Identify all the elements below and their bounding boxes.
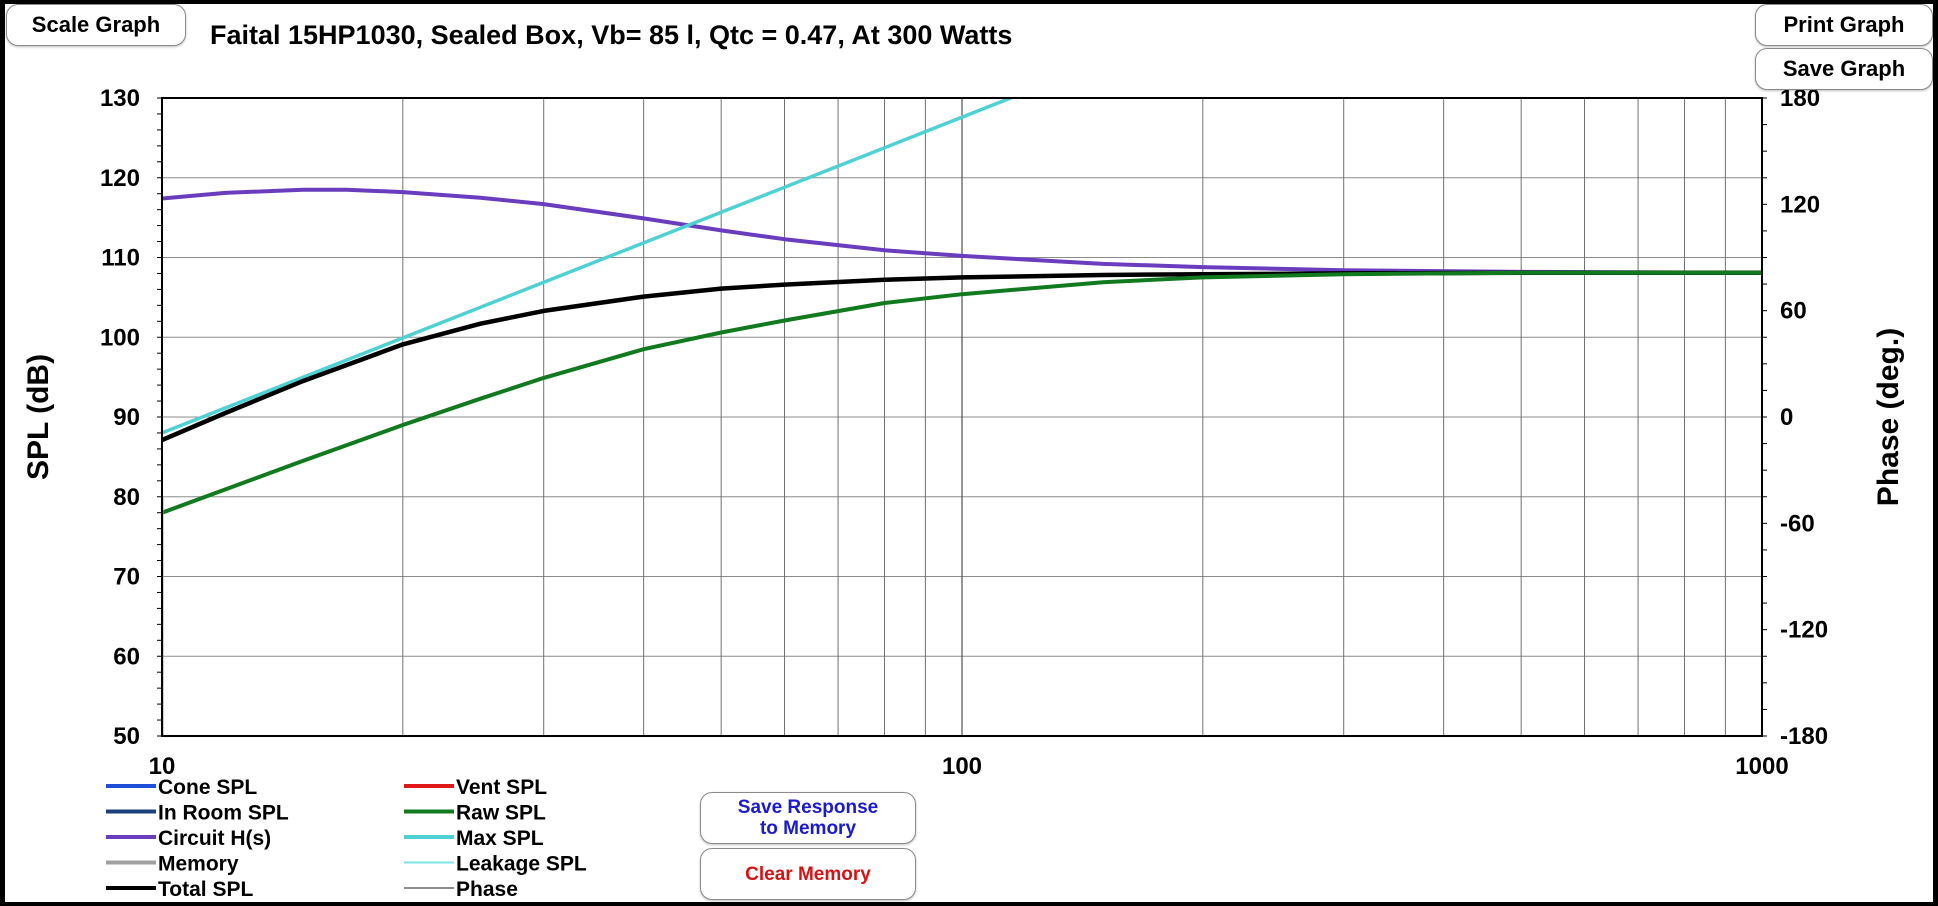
save-response-label-line1: Save Response (737, 797, 879, 818)
y-tick-label: 70 (113, 564, 140, 591)
save-graph-button[interactable]: Save Graph (1755, 48, 1933, 90)
legend-label-memory: Memory (158, 853, 239, 876)
y2-tick-label: -60 (1780, 510, 1815, 537)
legend-label-circuit-h-s: Circuit H(s) (158, 827, 271, 850)
legend-label-total-spl: Total SPL (158, 878, 253, 901)
y2-tick-label: 60 (1780, 298, 1807, 325)
y-tick-label: 60 (113, 643, 140, 670)
y-axis-label: SPL (dB) (22, 354, 55, 480)
x-tick-label: 100 (942, 753, 982, 780)
y-tick-label: 90 (113, 404, 140, 431)
legend-label-cone-spl: Cone SPL (158, 776, 257, 799)
plot-frame (161, 97, 1763, 737)
y-tick-label: 80 (113, 484, 140, 511)
y-tick-label: 110 (101, 245, 140, 272)
series-raw-spl (162, 270, 1762, 515)
legend-label-raw-spl: Raw SPL (456, 802, 546, 825)
clear-memory-button[interactable]: Clear Memory (700, 848, 916, 900)
legend-label-vent-spl: Vent SPL (456, 776, 547, 799)
y2-axis-label: Phase (deg.) (1872, 328, 1905, 506)
print-graph-button[interactable]: Print Graph (1755, 4, 1933, 46)
y-tick-label: 130 (100, 85, 140, 112)
series-circuit-h-s (162, 187, 1762, 275)
y2-tick-label: 120 (1780, 191, 1820, 218)
x-tick-label: 10 (149, 753, 176, 780)
series-max-spl (162, 98, 1013, 435)
save-response-label-line2: to Memory (759, 818, 857, 839)
legend-label-phase: Phase (456, 878, 518, 901)
y2-tick-label: -180 (1780, 723, 1828, 750)
save-response-to-memory-button[interactable]: Save Response to Memory (700, 792, 916, 844)
scale-graph-button[interactable]: Scale Graph (6, 4, 186, 46)
x-tick-label: 1000 (1735, 753, 1788, 780)
legend-label-in-room-spl: In Room SPL (158, 802, 289, 825)
chart-title: Faital 15HP1030, Sealed Box, Vb= 85 l, Q… (210, 20, 1013, 50)
y-tick-label: 100 (100, 324, 140, 351)
legend-label-max-spl: Max SPL (456, 827, 544, 850)
y-tick-label: 50 (113, 723, 140, 750)
y2-tick-label: -120 (1780, 617, 1828, 644)
legend-label-leakage-spl: Leakage SPL (456, 853, 587, 876)
y2-tick-label: 0 (1780, 404, 1793, 431)
y-tick-label: 120 (100, 165, 140, 192)
